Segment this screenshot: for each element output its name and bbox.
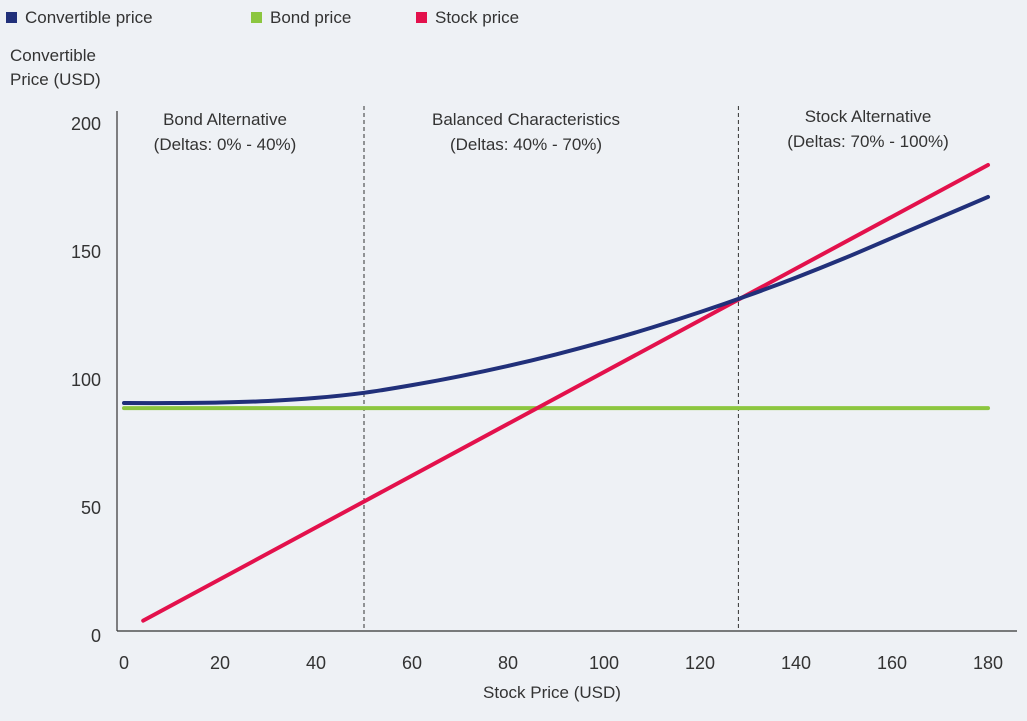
legend-item-stock: Stock price [416,8,519,27]
region-label-stock-alternative: Stock Alternative (Deltas: 70% - 100%) [787,107,949,151]
legend-label-bond: Bond price [270,8,351,27]
x-tick-label-40: 40 [306,653,326,673]
x-tick-labels: 0 20 40 60 80 100 120 140 160 180 [119,653,1003,673]
y-tick-label-0: 0 [91,626,101,646]
y-tick-label-150: 150 [71,242,101,262]
series-line-convertible-price [122,194,990,406]
legend: Convertible price Bond price Stock price [6,8,519,27]
x-tick-label-80: 80 [498,653,518,673]
region-title-bond-alternative: Bond Alternative [163,110,287,129]
legend-swatch-stock [416,12,427,23]
legend-swatch-convertible [6,12,17,23]
series-line-stock-price [141,162,990,623]
legend-label-convertible: Convertible price [25,8,153,27]
y-axis-title-line-1: Convertible [10,46,96,65]
y-tick-label-50: 50 [81,498,101,518]
series-lines [122,162,990,623]
region-label-bond-alternative: Bond Alternative (Deltas: 0% - 40%) [154,110,297,154]
x-tick-label-0: 0 [119,653,129,673]
region-dividers [363,106,739,631]
x-tick-label-180: 180 [973,653,1003,673]
x-tick-label-140: 140 [781,653,811,673]
x-tick-label-120: 120 [685,653,715,673]
region-subtitle-stock-alternative: (Deltas: 70% - 100%) [787,132,949,151]
region-subtitle-balanced: (Deltas: 40% - 70%) [450,135,602,154]
y-axis-title-line-2: Price (USD) [10,70,101,89]
legend-swatch-bond [251,12,262,23]
legend-item-bond: Bond price [251,8,351,27]
region-title-balanced: Balanced Characteristics [432,110,620,129]
region-title-stock-alternative: Stock Alternative [805,107,932,126]
x-tick-label-160: 160 [877,653,907,673]
x-tick-label-60: 60 [402,653,422,673]
legend-label-stock: Stock price [435,8,519,27]
y-tick-label-200: 200 [71,114,101,134]
region-subtitle-bond-alternative: (Deltas: 0% - 40%) [154,135,297,154]
region-label-balanced: Balanced Characteristics (Deltas: 40% - … [432,110,620,154]
legend-item-convertible: Convertible price [6,8,153,27]
x-tick-label-20: 20 [210,653,230,673]
x-tick-label-100: 100 [589,653,619,673]
x-axis-title: Stock Price (USD) [483,683,621,702]
y-tick-labels: 0 50 100 150 200 [71,114,101,646]
y-tick-label-100: 100 [71,370,101,390]
